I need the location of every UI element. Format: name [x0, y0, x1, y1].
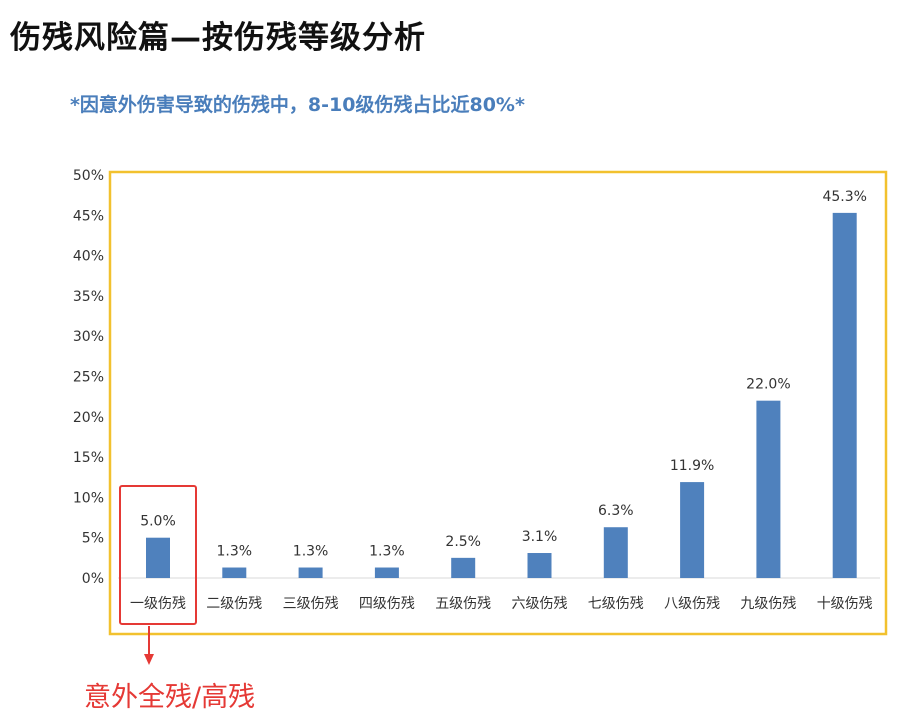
y-tick-label: 0%	[82, 571, 104, 587]
y-tick-label: 50%	[73, 168, 104, 184]
x-tick-label: 十级伤残	[817, 596, 873, 612]
y-tick-label: 40%	[73, 249, 104, 265]
bar	[603, 527, 628, 578]
bar	[832, 212, 857, 578]
x-tick-label: 七级伤残	[588, 596, 644, 612]
y-tick-label: 10%	[73, 490, 104, 506]
bars	[146, 212, 857, 578]
value-labels: 5.0% 1.3% 1.3% 1.3% 2.5% 3.1% 6.3% 11.9% 22.0% 45…	[140, 189, 867, 560]
y-tick-label: 5%	[82, 531, 104, 547]
y-tick-label: 35%	[73, 289, 104, 305]
bar	[146, 537, 170, 578]
data-label: 5.0%	[140, 514, 176, 530]
x-tick-label: 一级伤残	[130, 596, 186, 612]
bar	[374, 567, 399, 578]
data-label: 22.0%	[746, 377, 790, 393]
data-label: 1.3%	[217, 544, 253, 560]
y-tick-label: 20%	[73, 410, 104, 426]
x-tick-label: 五级伤残	[435, 596, 491, 612]
data-label: 45.3%	[822, 189, 866, 205]
annotation-text: 意外全残/高残	[84, 682, 256, 713]
page-title: 伤残风险篇—按伤残等级分析	[10, 20, 426, 56]
x-tick-label: 九级伤残	[740, 596, 796, 612]
bar	[527, 553, 552, 578]
x-tick-label: 六级伤残	[512, 596, 568, 612]
x-tick-label: 二级伤残	[206, 596, 262, 612]
y-tick-label: 30%	[73, 329, 104, 345]
data-label: 6.3%	[598, 503, 634, 519]
y-tick-label: 25%	[73, 370, 104, 386]
bar	[756, 400, 781, 578]
bar	[451, 557, 476, 578]
data-label: 1.3%	[369, 544, 405, 560]
highlight-box	[119, 485, 197, 625]
bar	[298, 567, 323, 578]
arrow-head	[144, 654, 154, 665]
chart-subtitle: *因意外伤害导致的伤残中，8-10级伤残占比近80%*	[70, 94, 525, 116]
x-tick-label: 八级伤残	[664, 596, 720, 612]
data-label: 3.1%	[522, 529, 558, 545]
y-tick-label: 15%	[73, 450, 104, 466]
bar	[680, 482, 705, 578]
x-axis-labels: 一级伤残 二级伤残 三级伤残 四级伤残 五级伤残 六级伤残 七级伤残 八级伤残 九级伤残 十级伤残	[130, 596, 873, 612]
y-axis-ticks: 0% 5% 10% 15% 20% 25% 30% 35% 40% 45% 50%	[73, 168, 104, 587]
data-label: 11.9%	[670, 458, 714, 474]
data-label: 1.3%	[293, 544, 329, 560]
y-tick-label: 45%	[73, 208, 104, 224]
x-tick-label: 三级伤残	[283, 596, 339, 612]
bar	[222, 567, 247, 578]
data-label: 2.5%	[445, 534, 481, 550]
plot-frame	[108, 170, 888, 636]
x-tick-label: 四级伤残	[359, 596, 415, 612]
